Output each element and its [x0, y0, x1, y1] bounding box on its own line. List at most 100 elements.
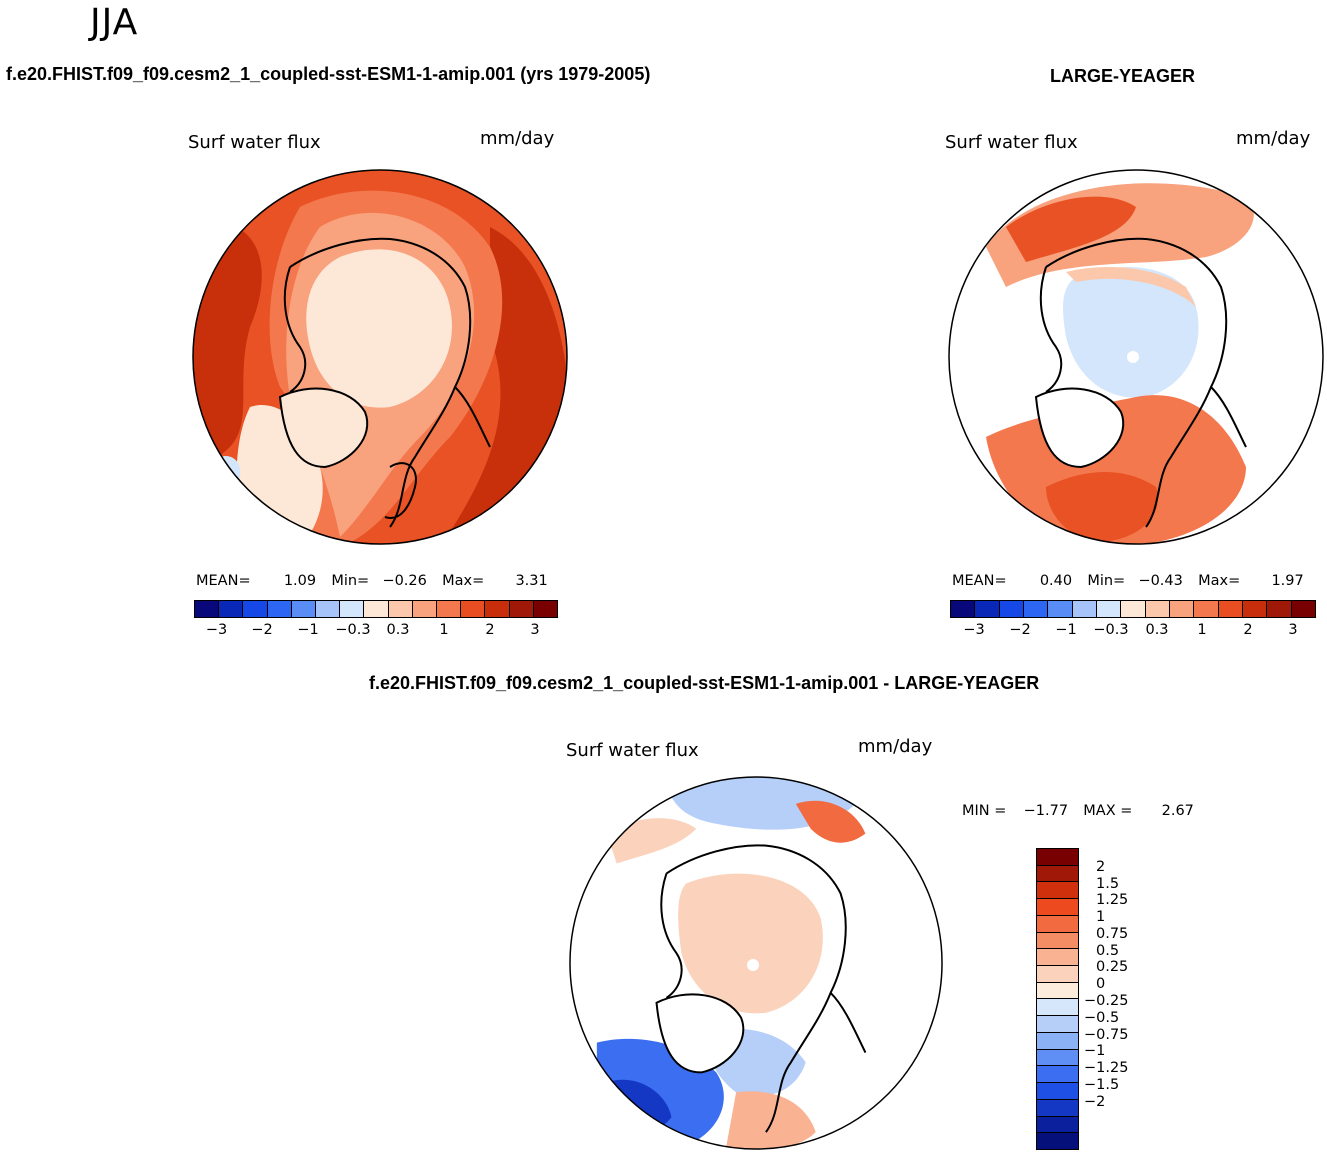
panel-1-coastline [283, 237, 491, 528]
diff-title: f.e20.FHIST.f09_f09.cesm2_1_coupled-sst-… [369, 673, 1040, 693]
diff-colorbar-tick-label: 2 [1096, 858, 1106, 875]
colorbar-cell-main-4 [1048, 601, 1073, 617]
colorbar-cell-diff-13 [1037, 1066, 1078, 1084]
panel-1-max-value: 3.31 [515, 573, 548, 589]
colorbar-cell-diff-12 [1037, 1049, 1078, 1067]
colorbar-cell-diff-16 [1037, 1116, 1078, 1134]
panel-1-cream-arctic [306, 249, 452, 408]
colorbar-cell-main-6 [340, 601, 365, 617]
colorbar-cell-main-0 [195, 601, 220, 617]
colorbar-cell-main-14 [1291, 601, 1315, 617]
season-title: JJA [90, 2, 139, 43]
panel-2-variable: Surf water flux [945, 132, 1078, 153]
panel-2-colorbar-ticks: −3 −2 −1 −0.3 0.3 1 2 3 [950, 622, 1316, 642]
diff-colorbar-tick-label: 0.5 [1096, 942, 1120, 959]
panel-3-variable: Surf water flux [566, 740, 699, 761]
panel-2-arctic-rim [1066, 267, 1196, 307]
panel-3-colorbar-ticks: 2 1.5 1.25 1 0.75 0.5 0.25 0 −0.25 −0.5 −0.75 −1 −1.… [1084, 848, 1146, 1150]
colorbar-cell-main-2 [999, 601, 1024, 617]
colorbar-cell-main-13 [1267, 601, 1292, 617]
panel-1-greenland [278, 387, 369, 469]
panel-2-north-pacific-core [1006, 196, 1136, 262]
colorbar-cell-diff-1 [1037, 865, 1078, 883]
panel-2-greenland [1034, 387, 1125, 469]
panel-2-mean-label: MEAN= [952, 573, 1007, 589]
colorbar-cell-main-3 [1023, 601, 1049, 617]
colorbar-tick-label: −0.3 [335, 622, 371, 638]
colorbar-cell-main-0 [951, 601, 976, 617]
colorbar-tick-label: 2 [485, 622, 495, 638]
panel-3-colorbar [1036, 848, 1079, 1150]
colorbar-cell-diff-11 [1037, 1032, 1078, 1050]
panel-1-scandinavia [384, 462, 417, 519]
panel-1-min-value: −0.26 [382, 573, 427, 589]
panel-1-units: mm/day [480, 128, 555, 149]
panel-2-map-border [948, 169, 1324, 545]
panel-3-north-pacific-red [606, 818, 697, 864]
diff-colorbar-tick-label: 0.25 [1096, 959, 1129, 976]
colorbar-cell-diff-2 [1037, 882, 1078, 900]
colorbar-cell-main-11 [461, 601, 486, 617]
colorbar-cell-diff-5 [1037, 932, 1078, 950]
colorbar-cell-main-5 [1072, 601, 1097, 617]
colorbar-tick-label: −1 [1055, 622, 1077, 638]
colorbar-cell-diff-3 [1037, 899, 1078, 916]
colorbar-tick-label: −3 [963, 622, 985, 638]
colorbar-cell-diff-0 [1037, 849, 1078, 866]
panel-1-colorbar [194, 600, 558, 618]
colorbar-tick-label: 1 [1197, 622, 1207, 638]
colorbar-tick-label: 2 [1243, 622, 1253, 638]
colorbar-tick-label: −0.3 [1093, 622, 1129, 638]
colorbar-cell-diff-8 [1037, 982, 1078, 1000]
colorbar-cell-main-14 [533, 601, 558, 617]
diff-colorbar-tick-label: −0.5 [1084, 1009, 1120, 1026]
colorbar-cell-diff-10 [1037, 1016, 1078, 1033]
colorbar-cell-main-8 [388, 601, 413, 617]
colorbar-cell-main-8 [1145, 601, 1170, 617]
panel-3-greenland [655, 993, 745, 1074]
colorbar-cell-main-7 [1121, 601, 1146, 617]
panel-1-variable: Surf water flux [188, 132, 321, 153]
colorbar-cell-main-10 [1194, 601, 1219, 617]
colorbar-cell-main-13 [509, 601, 534, 617]
colorbar-cell-main-11 [1218, 601, 1243, 617]
panel-3-max-value: 2.67 [1161, 803, 1194, 819]
diff-colorbar-tick-label: −0.25 [1084, 993, 1129, 1009]
colorbar-tick-label: 3 [1288, 622, 1298, 638]
colorbar-cell-diff-9 [1037, 999, 1078, 1017]
diff-colorbar-tick-label: −1.5 [1084, 1076, 1120, 1093]
panel-2-units: mm/day [1236, 128, 1311, 149]
panel-2-map [948, 169, 1324, 545]
colorbar-cell-diff-6 [1037, 949, 1078, 967]
panel-1-map-border [192, 169, 568, 545]
diff-colorbar-tick-label: 0 [1096, 976, 1106, 993]
panel-3-max-label: MAX = [1083, 803, 1133, 819]
panel-3-pole-marker [747, 959, 759, 971]
colorbar-cell-main-12 [485, 601, 510, 617]
colorbar-cell-main-5 [316, 601, 341, 617]
panel-2-mean-value: 0.40 [1039, 573, 1073, 589]
colorbar-tick-label: −3 [205, 622, 228, 638]
panel-1-mean-value: 1.09 [283, 573, 317, 589]
colorbar-cell-main-7 [364, 601, 389, 617]
panel-3-arctic [678, 873, 823, 1014]
colorbar-cell-main-1 [975, 601, 1000, 617]
panel-3-units: mm/day [858, 736, 933, 757]
panel-3-atlantic-peach [726, 1091, 816, 1150]
panel-3-min-value: −1.77 [1023, 803, 1069, 819]
colorbar-cell-main-9 [1169, 601, 1195, 617]
colorbar-cell-main-2 [243, 601, 268, 617]
panel-3-stats: MIN = −1.77 MAX = 2.67 [962, 803, 1194, 819]
diff-colorbar-tick-label: −0.75 [1084, 1026, 1129, 1043]
colorbar-tick-label: 0.3 [386, 622, 410, 638]
colorbar-tick-label: 1 [439, 622, 449, 638]
colorbar-cell-main-1 [219, 601, 244, 617]
panel-3-east-pacific-red [795, 800, 866, 843]
diff-colorbar-tick-label: 1 [1096, 909, 1106, 926]
panel-2-max-value: 1.97 [1271, 573, 1304, 589]
colorbar-tick-label: 3 [530, 622, 540, 638]
panel-2-pole-marker [1127, 351, 1139, 363]
colorbar-cell-diff-7 [1037, 966, 1078, 983]
panel-2-max-label: Max= [1198, 573, 1241, 589]
panel-3-map [569, 776, 943, 1150]
